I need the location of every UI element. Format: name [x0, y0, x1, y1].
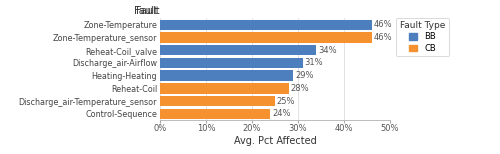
Text: 24%: 24% — [272, 109, 290, 118]
Text: Fault: Fault — [134, 6, 158, 16]
Bar — [160, 109, 270, 119]
Legend: BB, CB: BB, CB — [396, 18, 448, 56]
Text: 28%: 28% — [290, 84, 310, 93]
Text: 31%: 31% — [304, 59, 323, 67]
Text: 29%: 29% — [295, 71, 314, 80]
Bar — [160, 32, 372, 43]
Bar — [160, 20, 372, 30]
Text: 46%: 46% — [374, 20, 392, 29]
Text: Fault: Fault — [136, 6, 160, 16]
X-axis label: Avg. Pct Affected: Avg. Pct Affected — [234, 136, 316, 146]
Bar — [160, 83, 289, 94]
Bar — [160, 70, 294, 81]
Text: 46%: 46% — [374, 33, 392, 42]
Bar — [160, 58, 302, 68]
Bar — [160, 96, 275, 106]
Text: 25%: 25% — [277, 97, 295, 105]
Bar — [160, 45, 316, 55]
Text: 34%: 34% — [318, 46, 337, 55]
